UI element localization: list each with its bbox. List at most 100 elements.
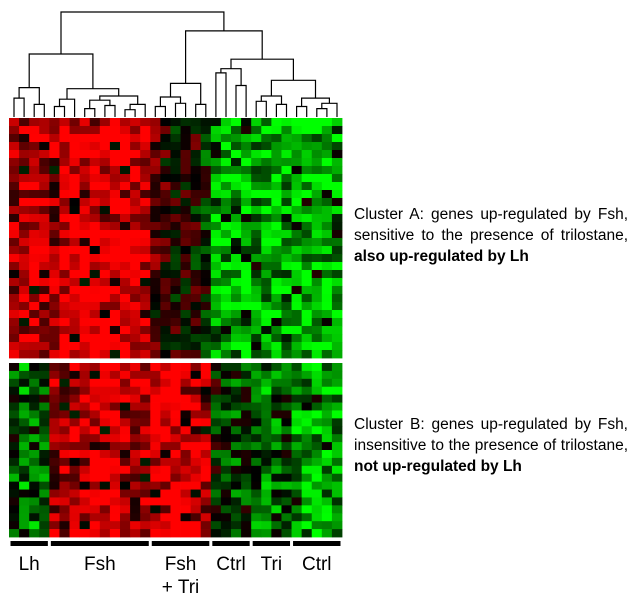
heatmap-cell-b	[311, 521, 323, 530]
heatmap-cell-b	[231, 434, 242, 443]
heatmap-cell-a	[79, 310, 91, 319]
heatmap-cell-b	[220, 481, 232, 490]
heatmap-cell-b	[241, 481, 252, 490]
heatmap-cell-b	[210, 457, 222, 467]
heatmap-cell-b	[19, 481, 30, 490]
heatmap-cell-a	[89, 278, 101, 287]
heatmap-cell-b	[89, 418, 101, 427]
heatmap-cell-a	[301, 302, 313, 311]
heatmap-cell-a	[49, 222, 60, 231]
heatmap-cell-b	[200, 442, 212, 451]
heatmap-cell-a	[49, 166, 60, 175]
heatmap-cell-b	[241, 410, 252, 419]
heatmap-cell-a	[271, 326, 282, 335]
heatmap-cell-a	[281, 334, 292, 343]
heatmap-cell-a	[301, 246, 313, 255]
heatmap-cell-a	[231, 246, 242, 255]
heatmap-cell-a	[331, 350, 343, 359]
heatmap-cell-b	[210, 529, 222, 538]
heatmap-cell-a	[331, 342, 343, 351]
heatmap-cell-b	[69, 513, 81, 522]
dendrogram-link	[53, 105, 66, 117]
heatmap-cell-b	[231, 529, 242, 538]
heatmap-cell-a	[210, 310, 222, 319]
heatmap-cell-b	[180, 363, 192, 372]
heatmap-cell-b	[261, 394, 272, 403]
heatmap-cell-b	[311, 426, 323, 435]
heatmap-cell-b	[120, 402, 131, 411]
heatmap-cell-a	[190, 182, 202, 191]
heatmap-cell-b	[231, 505, 242, 514]
heatmap-cell-a	[231, 262, 242, 271]
heatmap-cell-a	[220, 150, 232, 159]
heatmap-cell-a	[220, 342, 232, 351]
heatmap-cell-b	[210, 386, 222, 396]
heatmap-cell-a	[261, 158, 272, 167]
heatmap-cell-a	[39, 214, 50, 223]
heatmap-cell-b	[231, 521, 242, 530]
heatmap-cell-a	[220, 230, 232, 239]
heatmap-cell-b	[39, 529, 50, 538]
heatmap-cell-a	[281, 326, 292, 335]
heatmap-cell-a	[170, 310, 181, 319]
heatmap-cell-a	[59, 262, 70, 271]
heatmap-cell-a	[251, 326, 262, 335]
heatmap-cell-b	[150, 434, 161, 443]
heatmap-cell-a	[19, 326, 30, 335]
heatmap-cell-b	[331, 513, 343, 522]
heatmap-cell-a	[69, 222, 81, 231]
cluster-b-heatmap	[9, 363, 343, 538]
heatmap-cell-a	[140, 118, 151, 127]
heatmap-cell-b	[160, 450, 171, 459]
heatmap-cell-b	[9, 363, 20, 372]
heatmap-cell-b	[160, 402, 171, 411]
heatmap-cell-b	[69, 529, 81, 538]
heatmap-cell-a	[120, 246, 131, 255]
heatmap-cell-b	[200, 418, 212, 427]
heatmap-cell-a	[261, 214, 272, 223]
heatmap-cell-a	[210, 246, 222, 255]
heatmap-cell-a	[130, 230, 141, 239]
heatmap-cell-a	[331, 334, 343, 343]
heatmap-cell-b	[261, 521, 272, 530]
heatmap-cell-b	[291, 521, 303, 530]
heatmap-cell-b	[109, 434, 121, 443]
heatmap-cell-b	[29, 497, 40, 506]
heatmap-cell-b	[160, 442, 171, 451]
heatmap-cell-a	[49, 126, 60, 135]
heatmap-cell-a	[271, 214, 282, 223]
heatmap-cell-b	[311, 442, 323, 451]
heatmap-cell-a	[231, 270, 242, 279]
heatmap-cell-b	[291, 370, 303, 380]
heatmap-cell-a	[170, 182, 181, 191]
heatmap-cell-a	[29, 262, 40, 271]
heatmap-cell-a	[231, 174, 242, 183]
heatmap-cell-b	[160, 378, 171, 388]
heatmap-cell-a	[140, 230, 151, 239]
heatmap-cell-b	[99, 363, 111, 372]
heatmap-cell-b	[200, 465, 212, 475]
heatmap-cell-b	[321, 378, 333, 388]
heatmap-cell-b	[311, 473, 323, 483]
heatmap-cell-a	[39, 198, 50, 207]
heatmap-cell-b	[140, 370, 151, 380]
heatmap-cell-a	[200, 190, 212, 199]
heatmap-cell-b	[180, 505, 192, 514]
heatmap-cell-b	[170, 394, 181, 403]
heatmap-cell-b	[220, 513, 232, 522]
heatmap-cell-b	[220, 529, 232, 538]
heatmap-cell-a	[29, 182, 40, 191]
heatmap-cell-b	[231, 418, 242, 427]
heatmap-cell-a	[210, 206, 222, 215]
heatmap-cell-a	[261, 166, 272, 175]
heatmap-cell-b	[331, 370, 343, 380]
heatmap-cell-a	[180, 350, 192, 359]
heatmap-cell-a	[271, 182, 282, 191]
heatmap-cell-b	[190, 457, 202, 467]
heatmap-cell-a	[170, 334, 181, 343]
heatmap-cell-b	[261, 457, 272, 467]
heatmap-cell-a	[9, 190, 20, 199]
heatmap-cell-a	[231, 286, 242, 295]
heatmap-cell-a	[261, 142, 272, 151]
heatmap-cell-a	[29, 342, 40, 351]
